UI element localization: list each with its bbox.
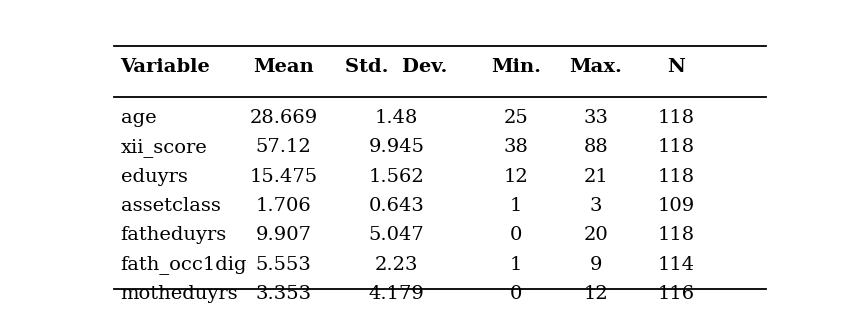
- Text: 118: 118: [657, 226, 694, 244]
- Text: 57.12: 57.12: [256, 138, 311, 156]
- Text: 1.48: 1.48: [375, 109, 418, 127]
- Text: 21: 21: [583, 168, 608, 186]
- Text: 1.706: 1.706: [256, 197, 311, 215]
- Text: 38: 38: [504, 138, 529, 156]
- Text: 114: 114: [657, 256, 694, 274]
- Text: 9: 9: [589, 256, 602, 274]
- Text: 28.669: 28.669: [250, 109, 317, 127]
- Text: 118: 118: [657, 109, 694, 127]
- Text: 12: 12: [504, 168, 529, 186]
- Text: 15.475: 15.475: [250, 168, 317, 186]
- Text: 9.907: 9.907: [256, 226, 311, 244]
- Text: 4.179: 4.179: [369, 285, 425, 303]
- Text: 1: 1: [510, 256, 523, 274]
- Text: Variable: Variable: [120, 58, 210, 76]
- Text: 20: 20: [583, 226, 608, 244]
- Text: 116: 116: [657, 285, 694, 303]
- Text: 0: 0: [510, 226, 523, 244]
- Text: Std.  Dev.: Std. Dev.: [345, 58, 448, 76]
- Text: 3.353: 3.353: [256, 285, 311, 303]
- Text: 1: 1: [510, 197, 523, 215]
- Text: 12: 12: [583, 285, 608, 303]
- Text: 5.047: 5.047: [369, 226, 425, 244]
- Text: age: age: [120, 109, 156, 127]
- Text: motheduyrs: motheduyrs: [120, 285, 239, 303]
- Text: N: N: [667, 58, 685, 76]
- Text: 109: 109: [657, 197, 694, 215]
- Text: Mean: Mean: [253, 58, 314, 76]
- Text: 1.562: 1.562: [369, 168, 425, 186]
- Text: 5.553: 5.553: [256, 256, 311, 274]
- Text: 0: 0: [510, 285, 523, 303]
- Text: 3: 3: [589, 197, 602, 215]
- Text: 88: 88: [583, 138, 608, 156]
- Text: 118: 118: [657, 168, 694, 186]
- Text: 2.23: 2.23: [375, 256, 418, 274]
- Text: eduyrs: eduyrs: [120, 168, 187, 186]
- Text: 0.643: 0.643: [369, 197, 425, 215]
- Text: Max.: Max.: [570, 58, 622, 76]
- Text: Min.: Min.: [491, 58, 541, 76]
- Text: fatheduyrs: fatheduyrs: [120, 226, 227, 244]
- Text: 33: 33: [583, 109, 608, 127]
- Text: fath_occ1dig: fath_occ1dig: [120, 255, 247, 274]
- Text: xii_score: xii_score: [120, 138, 208, 157]
- Text: 25: 25: [504, 109, 529, 127]
- Text: 118: 118: [657, 138, 694, 156]
- Text: assetclass: assetclass: [120, 197, 221, 215]
- Text: 9.945: 9.945: [368, 138, 425, 156]
